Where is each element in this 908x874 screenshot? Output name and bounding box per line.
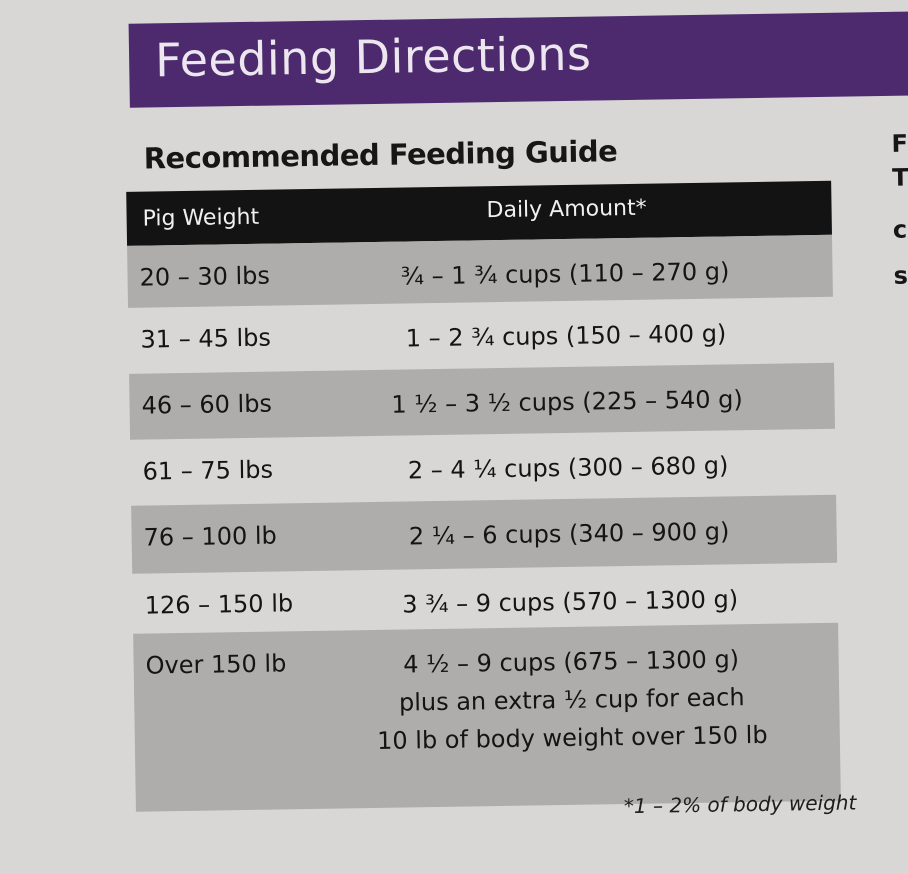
header-daily-amount: Daily Amount* — [486, 195, 647, 224]
table-row: 61 – 75 lbs 2 – 4 ¼ cups (300 – 680 g) — [130, 429, 836, 506]
table-row: 20 – 30 lbs ¾ – 1 ¾ cups (110 – 270 g) — [127, 234, 833, 308]
title-banner: Feeding Directions — [128, 11, 908, 108]
table-row: 76 – 100 lb 2 ¼ – 6 cups (340 – 900 g) — [131, 494, 838, 574]
table-row: Over 150 lb 4 ½ – 9 cups (675 – 1300 g) … — [133, 622, 841, 812]
banner-title: Feeding Directions — [154, 26, 592, 88]
amount-line: 10 lb of body weight over 150 lb — [376, 720, 768, 755]
amount-cell: 2 – 4 ¼ cups (300 – 680 g) — [407, 451, 729, 485]
amount-cell: 4 ½ – 9 cups (675 – 1300 g) plus an extr… — [303, 639, 840, 761]
weight-cell: 61 – 75 lbs — [142, 455, 274, 486]
weight-cell: 31 – 45 lbs — [140, 323, 272, 354]
weight-cell: 46 – 60 lbs — [141, 389, 273, 420]
amount-cell: 1 – 2 ¾ cups (150 – 400 g) — [405, 319, 727, 353]
amount-cell: 2 ¼ – 6 cups (340 – 900 g) — [408, 517, 730, 551]
side-fragment: c — [892, 215, 908, 244]
side-fragment: s — [893, 261, 908, 290]
header-pig-weight: Pig Weight — [142, 204, 260, 232]
table-row: 46 – 60 lbs 1 ½ – 3 ½ cups (225 – 540 g) — [129, 362, 836, 440]
feeding-table: Pig Weight Daily Amount* 20 – 30 lbs ¾ –… — [126, 180, 841, 812]
side-fragment: T — [891, 163, 908, 192]
weight-cell: 20 – 30 lbs — [139, 261, 271, 292]
amount-cell: 1 ½ – 3 ½ cups (225 – 540 g) — [391, 385, 743, 419]
amount-cell: ¾ – 1 ¾ cups (110 – 270 g) — [400, 257, 730, 291]
amount-cell: 3 ¾ – 9 cups (570 – 1300 g) — [402, 585, 739, 619]
footnote: *1 – 2% of body weight — [623, 790, 857, 819]
weight-cell: 126 – 150 lb — [144, 589, 294, 620]
guide-title: Recommended Feeding Guide — [143, 134, 618, 176]
side-fragment: F — [891, 129, 908, 158]
weight-cell: Over 150 lb — [145, 649, 287, 680]
table-row: 126 – 150 lb 3 ¾ – 9 cups (570 – 1300 g) — [132, 563, 838, 634]
table-row: 31 – 45 lbs 1 – 2 ¾ cups (150 – 400 g) — [128, 297, 834, 374]
weight-cell: 76 – 100 lb — [143, 521, 277, 552]
